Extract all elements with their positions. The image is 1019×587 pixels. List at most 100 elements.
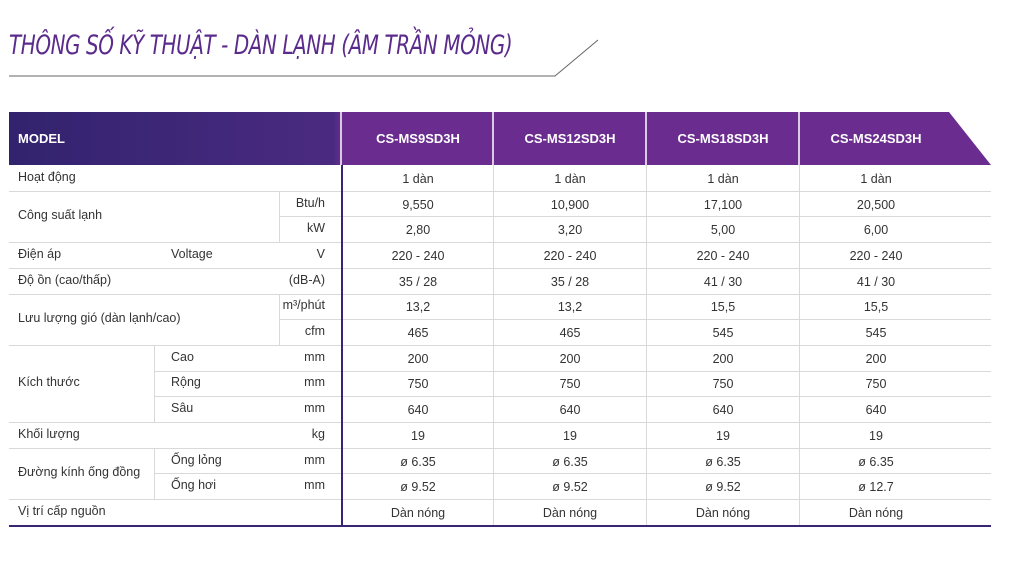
unit-label: mm [304, 452, 325, 467]
spec-value: ø 6.35 [552, 454, 588, 469]
spec-value: 13,2 [405, 300, 431, 315]
spec-value: 41 / 30 [856, 274, 896, 289]
spec-value: 17,100 [703, 197, 743, 212]
row-divider [9, 267, 991, 269]
unit-label: mm [304, 349, 325, 364]
row-label: Lưu lượng gió (dàn lạnh/cao) [18, 311, 181, 326]
spec-value: 10,900 [550, 197, 590, 212]
column-divider [341, 165, 343, 525]
spec-value: 200 [712, 351, 734, 366]
row-sublabel: Sâu [171, 401, 194, 416]
spec-value: 750 [865, 377, 887, 392]
spec-value: 220 - 240 [391, 248, 445, 263]
spec-value: 200 [865, 351, 887, 366]
table-bottom-border [9, 524, 991, 527]
spec-value: 465 [407, 326, 429, 341]
spec-value: Dàn nóng [848, 505, 904, 520]
table-header: MODEL CS-MS9SD3H CS-MS12SD3H CS-MS18SD3H… [9, 112, 991, 165]
row-sublabel: Voltage [171, 246, 213, 261]
column-divider [646, 165, 647, 525]
row-sublabel: Cao [171, 349, 194, 364]
spec-value: 1 dàn [707, 171, 739, 186]
spec-value: 41 / 30 [703, 274, 743, 289]
spec-value: 20,500 [856, 197, 896, 212]
spec-value: Dàn nóng [542, 505, 598, 520]
spec-value: 1 dàn [554, 171, 586, 186]
spec-value: 13,2 [557, 300, 583, 315]
spec-value: 6,00 [863, 223, 889, 238]
spec-value: 19 [411, 428, 425, 443]
unit-label: (dB-A) [288, 272, 325, 287]
spec-value: ø 6.35 [705, 454, 741, 469]
model-column-header: CS-MS18SD3H [677, 131, 769, 146]
unit-label: V [316, 246, 325, 261]
row-sublabel: Ống lỏng [171, 452, 222, 467]
spec-value: 750 [407, 377, 429, 392]
spec-value: 200 [407, 351, 429, 366]
row-divider [154, 473, 991, 475]
row-label: Công suất lạnh [18, 208, 103, 223]
row-divider [279, 216, 991, 218]
spec-value: 15,5 [710, 300, 736, 315]
row-label: Vị trí cấp nguồn [18, 503, 106, 518]
spec-value: 545 [712, 326, 734, 341]
spec-value: 750 [559, 377, 581, 392]
unit-label: mm [304, 375, 325, 390]
spec-value: 35 / 28 [550, 274, 590, 289]
spec-value: 220 - 240 [849, 248, 903, 263]
row-label: Kích thước [18, 375, 80, 390]
spec-value: 2,80 [405, 223, 431, 238]
unit-label: kW [306, 221, 325, 236]
spec-value: ø 9.52 [552, 480, 588, 495]
unit-label: Btu/h [295, 195, 325, 210]
spec-value: 220 - 240 [696, 248, 750, 263]
unit-label: m³/phút [282, 298, 325, 313]
column-divider [154, 344, 155, 422]
title-underline [9, 39, 599, 77]
spec-value: 640 [559, 403, 581, 418]
row-divider [9, 242, 991, 244]
model-column-header: CS-MS9SD3H [376, 131, 460, 146]
unit-label: mm [304, 478, 325, 493]
row-divider [9, 190, 991, 192]
row-label: Hoạt động [18, 169, 76, 184]
column-divider [493, 165, 494, 525]
spec-value: 465 [559, 326, 581, 341]
spec-value: ø 6.35 [400, 454, 436, 469]
row-divider [9, 344, 991, 346]
model-header-label: MODEL [18, 131, 65, 146]
spec-value: ø 6.35 [858, 454, 894, 469]
row-label: Khối lượng [18, 426, 80, 441]
header-background [9, 112, 991, 165]
unit-label: kg [311, 426, 325, 441]
spec-value: ø 12.7 [858, 480, 894, 495]
spec-value: 35 / 28 [398, 274, 438, 289]
row-label: Độ ồn (cao/thấp) [18, 272, 112, 287]
page-title: THÔNG SỐ KỸ THUẬT - DÀN LẠNH (ÂM TRẦN MỎ… [9, 30, 513, 61]
spec-value: 640 [407, 403, 429, 418]
spec-value: 19 [563, 428, 577, 443]
row-divider [154, 370, 991, 372]
row-label: Đường kính ống đồng [18, 465, 141, 480]
spec-value: 15,5 [863, 300, 889, 315]
spec-value: Dàn nóng [390, 505, 446, 520]
spec-value: 9,550 [402, 197, 434, 212]
spec-value: ø 9.52 [705, 480, 741, 495]
spec-value: Dàn nóng [695, 505, 751, 520]
row-divider [9, 422, 991, 423]
column-divider [279, 190, 280, 243]
model-column-header: CS-MS12SD3H [524, 131, 616, 146]
row-divider [154, 396, 991, 398]
spec-value: 5,00 [710, 223, 736, 238]
row-sublabel: Rộng [171, 375, 201, 390]
spec-value: 640 [712, 403, 734, 418]
unit-label: mm [304, 401, 325, 416]
row-divider [9, 499, 991, 501]
model-column-header: CS-MS24SD3H [830, 131, 922, 146]
spec-value: 200 [559, 351, 581, 366]
unit-label: cfm [304, 324, 325, 339]
row-sublabel: Ống hơi [171, 478, 217, 493]
spec-value: ø 9.52 [400, 480, 436, 495]
column-divider [154, 447, 155, 500]
spec-value: 3,20 [557, 223, 583, 238]
